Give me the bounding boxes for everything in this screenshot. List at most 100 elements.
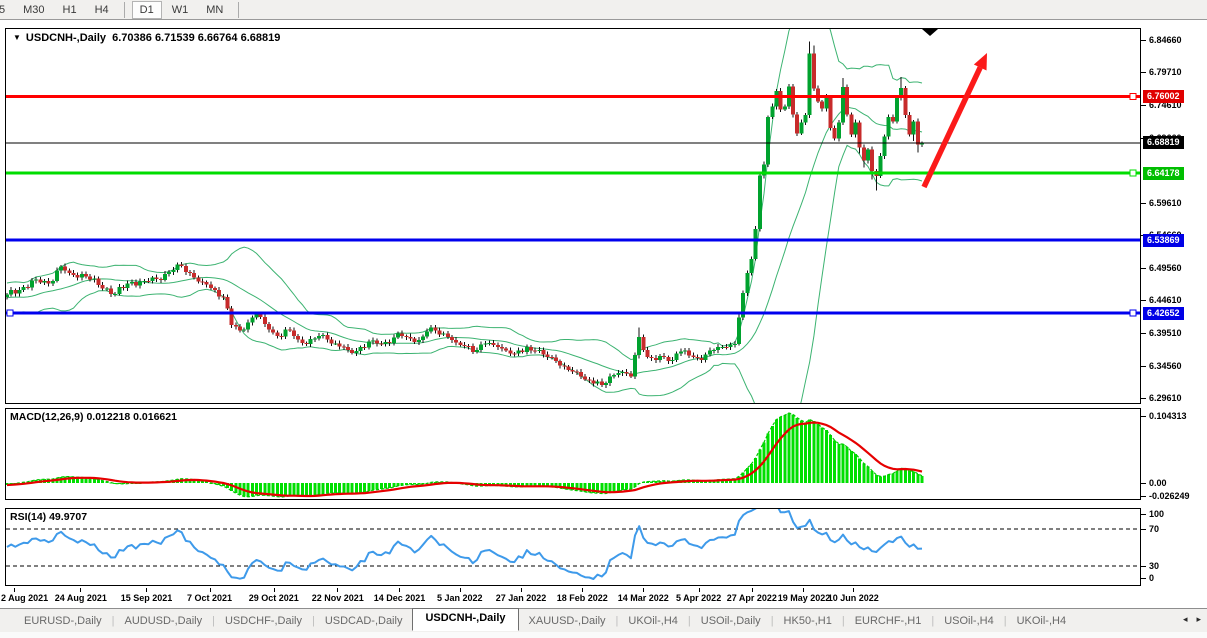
- toolbar-separator: [123, 1, 125, 18]
- macd-histogram-bar: [579, 483, 583, 492]
- macd-panel-canvas[interactable]: [5, 408, 1141, 500]
- timeframe-button-mn[interactable]: MN: [206, 3, 224, 16]
- candle-down: [196, 277, 201, 282]
- chart-tab-xauusd-daily[interactable]: XAUUSD-,Daily: [528, 614, 606, 627]
- main-chart-canvas[interactable]: [5, 28, 1141, 404]
- candle-down: [495, 344, 500, 348]
- candle-up: [333, 343, 338, 345]
- chart-tab-usoil-h4[interactable]: USOil-,H4: [944, 614, 994, 627]
- main-panel-border: [5, 28, 1141, 404]
- macd-histogram-bar: [862, 463, 866, 483]
- timeframe-button-w1[interactable]: W1: [171, 3, 189, 16]
- macd-histogram-bar: [346, 483, 350, 494]
- price-tick-mark: [1141, 333, 1146, 335]
- price-level-badge: 6.76002: [1143, 89, 1184, 103]
- support-line-blue-lower-anchor-square[interactable]: [1129, 309, 1137, 317]
- candle-down: [375, 340, 380, 344]
- date-tick-mark: [274, 588, 275, 592]
- macd-histogram-bar: [566, 483, 570, 490]
- candle-down: [100, 284, 105, 289]
- chart-tab-ukoil-h4[interactable]: UKOil-,H4: [628, 614, 678, 627]
- trend-arrow-head[interactable]: [973, 53, 987, 71]
- chart-tab-hk50-h1[interactable]: HK50-,H1: [783, 614, 832, 627]
- rsi-indicator-label: RSI(14) 49.9707: [10, 511, 88, 523]
- candle-up: [104, 288, 109, 290]
- macd-histogram-bar: [9, 483, 13, 484]
- support-line-green-anchor-square[interactable]: [1129, 169, 1137, 177]
- candle-up: [716, 347, 721, 351]
- chart-tab-audusd-daily[interactable]: AUDUSD-,Daily: [124, 614, 203, 627]
- candle-up: [807, 53, 812, 116]
- trend-arrow-shaft[interactable]: [921, 66, 983, 189]
- macd-tick-label: 0.104313: [1149, 411, 1187, 421]
- macd-histogram-bar: [533, 483, 537, 487]
- tab-scroll-left-icon[interactable]: ◂: [1182, 614, 1188, 624]
- timeframe-button-h1[interactable]: H1: [62, 3, 77, 16]
- candle-down: [903, 87, 908, 116]
- chart-tab-usoil-daily[interactable]: USOil-,Daily: [700, 614, 761, 627]
- candle-down: [279, 336, 284, 338]
- price-tick-mark: [1141, 300, 1146, 302]
- down-triangle-marker[interactable]: [922, 29, 938, 36]
- macd-histogram-bar: [342, 483, 346, 493]
- resistance-line-anchor-square[interactable]: [1129, 92, 1137, 100]
- candle-down: [791, 86, 796, 115]
- candle-down: [300, 339, 305, 344]
- rsi-panel-canvas[interactable]: [5, 508, 1141, 586]
- candle-up: [895, 97, 900, 122]
- symbol-tabbar: EURUSD-,Daily | AUDUSD-,Daily | USDCHF-,Dail…: [0, 608, 1207, 632]
- timeframe-button-m30[interactable]: M30: [23, 3, 45, 16]
- date-tick-mark: [582, 588, 583, 592]
- candle-down: [25, 287, 30, 289]
- symbol-dropdown-icon[interactable]: ▼: [13, 33, 21, 42]
- macd-histogram-bar: [816, 424, 820, 483]
- date-tick-label: 2 Aug 2021: [1, 593, 49, 603]
- chart-tab-usdcnh-daily[interactable]: USDCNH-,Daily: [412, 608, 519, 631]
- price-tick-label: 6.29610: [1149, 392, 1182, 403]
- candle-down: [570, 369, 575, 372]
- macd-histogram-bar: [916, 473, 920, 483]
- timeframe-button-h4[interactable]: H4: [94, 3, 109, 16]
- candle-down: [587, 379, 592, 381]
- tab-separator: |: [770, 614, 774, 627]
- macd-histogram-bar: [583, 483, 587, 492]
- candle-down: [649, 356, 654, 358]
- chart-tab-usdcad-daily[interactable]: USDCAD-,Daily: [324, 614, 403, 627]
- macd-histogram-bar: [783, 415, 787, 483]
- macd-histogram-bar: [658, 480, 662, 483]
- price-level-badge: 6.64178: [1143, 166, 1184, 180]
- candle-down: [67, 270, 72, 274]
- candle-down: [271, 329, 276, 333]
- candle-down: [362, 347, 367, 349]
- macd-histogram-bar: [820, 427, 824, 483]
- candle-down: [96, 278, 101, 285]
- candle-down: [890, 117, 895, 122]
- macd-histogram-bar: [400, 483, 404, 486]
- timeframe-button-5[interactable]: 5: [0, 3, 6, 16]
- candle-down: [329, 339, 334, 344]
- macd-histogram-bar: [288, 483, 292, 496]
- candle-up: [886, 117, 891, 137]
- date-tick-mark: [80, 588, 81, 592]
- chart-tab-eurchf-h1[interactable]: EURCHF-,H1: [854, 614, 922, 627]
- chart-tab-usdchf-daily[interactable]: USDCHF-,Daily: [224, 614, 302, 627]
- candle-up: [707, 350, 712, 355]
- macd-histogram-bar: [650, 481, 654, 483]
- macd-tick-mark: [1141, 483, 1146, 484]
- support-line-blue-lower-anchor-square[interactable]: [6, 309, 14, 317]
- candle-down: [208, 284, 213, 289]
- macd-histogram-bar: [517, 483, 521, 487]
- price-axis[interactable]: 6.846606.797106.746106.696606.596106.546…: [1141, 21, 1207, 591]
- tab-scroll-right-icon[interactable]: ▸: [1196, 614, 1201, 624]
- candle-down: [304, 343, 309, 345]
- date-tick-mark: [210, 588, 211, 592]
- macd-histogram-bar: [105, 481, 109, 483]
- candle-up: [425, 331, 430, 337]
- candle-down: [212, 288, 217, 290]
- chart-tab-ukoil-h4[interactable]: UKOil-,H4: [1016, 614, 1067, 627]
- macd-histogram-bar: [280, 483, 284, 497]
- date-axis[interactable]: 2 Aug 2021 24 Aug 2021 15 Sep 2021 7 Oct 20…: [0, 588, 1141, 606]
- chart-tab-eurusd-daily[interactable]: EURUSD-,Daily: [24, 614, 102, 627]
- candle-down: [599, 381, 604, 385]
- timeframe-button-d1[interactable]: D1: [131, 0, 162, 19]
